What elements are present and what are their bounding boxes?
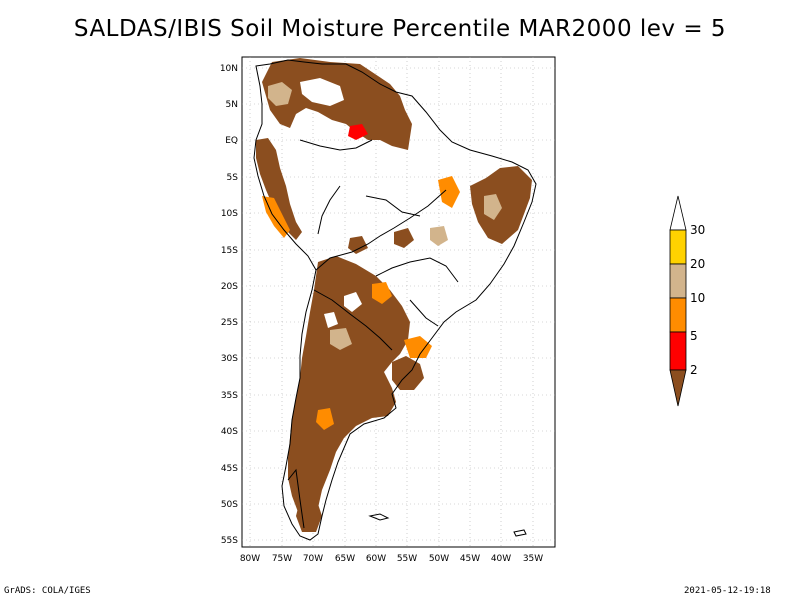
colorbar-swatch xyxy=(669,229,687,265)
lon-label: 60W xyxy=(366,554,386,564)
longitude-labels: 80W 75W 70W 65W 60W 55W 50W 45W 40W 35W xyxy=(240,554,543,564)
lat-label: 15S xyxy=(221,246,238,256)
colorbar-label: 5 xyxy=(690,329,698,343)
colorbar-top-cap xyxy=(669,195,687,231)
lat-label: 20S xyxy=(221,282,238,292)
footer-credit: GrADS: COLA/IGES xyxy=(4,586,91,596)
lon-label: 75W xyxy=(272,554,292,564)
colorbar-label: 2 xyxy=(690,363,698,377)
lat-label: EQ xyxy=(225,136,238,146)
lat-label: 45S xyxy=(221,464,238,474)
lat-label: 35S xyxy=(221,391,238,401)
lon-label: 45W xyxy=(460,554,480,564)
lat-label: 30S xyxy=(221,354,238,364)
colorbar-label: 30 xyxy=(690,223,705,237)
lat-label: 40S xyxy=(221,427,238,437)
map-title: SALDAS/IBIS Soil Moisture Percentile MAR… xyxy=(73,16,727,42)
colorbar-bottom-cap xyxy=(669,369,687,407)
colorbar: 30 20 10 5 2 xyxy=(669,195,705,407)
lon-label: 65W xyxy=(335,554,355,564)
lat-label: 10S xyxy=(221,209,238,219)
colorbar-swatch xyxy=(669,263,687,299)
soil-moisture-shading xyxy=(256,58,532,532)
colorbar-swatch xyxy=(669,331,687,371)
colorbar-label: 20 xyxy=(690,257,705,271)
lon-label: 35W xyxy=(523,554,543,564)
colorbar-label: 10 xyxy=(690,291,705,305)
lat-label: 5S xyxy=(227,173,239,183)
lon-label: 70W xyxy=(303,554,323,564)
lon-label: 50W xyxy=(429,554,449,564)
lat-label: 10N xyxy=(220,64,238,74)
lat-label: 55S xyxy=(221,536,238,546)
lon-label: 55W xyxy=(397,554,417,564)
lat-label: 5N xyxy=(226,100,238,110)
latitude-labels: 10N 5N EQ 5S 10S 15S 20S 25S 30S 35S 40S… xyxy=(220,64,238,546)
lon-label: 40W xyxy=(491,554,511,564)
colorbar-swatch xyxy=(669,297,687,333)
footer-timestamp: 2021-05-12-19:18 xyxy=(684,586,771,596)
lon-label: 80W xyxy=(240,554,260,564)
lat-label: 25S xyxy=(221,318,238,328)
coastline xyxy=(253,59,537,541)
lat-label: 50S xyxy=(221,500,238,510)
